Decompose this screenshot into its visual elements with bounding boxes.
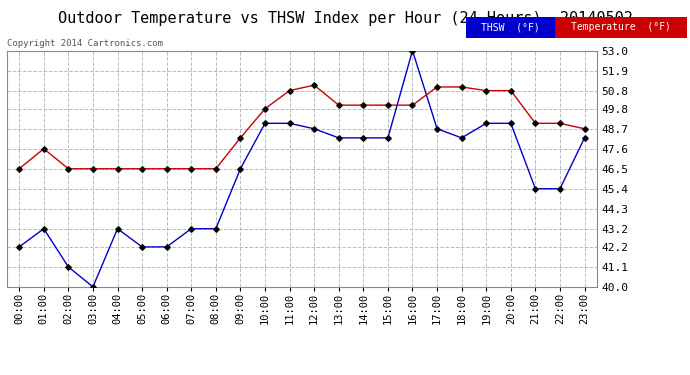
Text: Copyright 2014 Cartronics.com: Copyright 2014 Cartronics.com xyxy=(7,39,163,48)
Text: Outdoor Temperature vs THSW Index per Hour (24 Hours)  20140502: Outdoor Temperature vs THSW Index per Ho… xyxy=(57,11,633,26)
Text: Temperature  (°F): Temperature (°F) xyxy=(571,22,671,32)
Text: THSW  (°F): THSW (°F) xyxy=(481,22,540,32)
